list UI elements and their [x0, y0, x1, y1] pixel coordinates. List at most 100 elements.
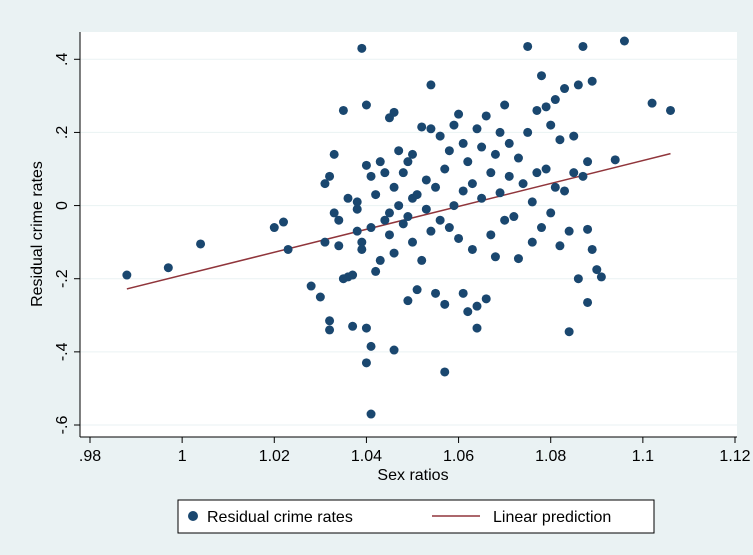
data-point: [389, 248, 399, 258]
data-point: [592, 265, 602, 275]
data-point: [196, 239, 206, 249]
data-point: [527, 237, 537, 247]
data-point: [472, 323, 482, 333]
y-tick-label: .4: [54, 53, 71, 66]
y-tick-label: -.2: [54, 269, 71, 288]
data-point: [435, 131, 445, 141]
data-point: [426, 80, 436, 90]
data-point: [467, 179, 477, 189]
data-point: [348, 270, 358, 280]
data-point: [394, 201, 404, 211]
data-point: [417, 122, 427, 132]
data-point: [546, 208, 556, 218]
data-point: [403, 157, 413, 167]
data-point: [325, 316, 335, 326]
data-point: [472, 124, 482, 134]
data-point: [513, 153, 523, 163]
data-point: [348, 321, 358, 331]
y-tick-label: -.6: [54, 416, 71, 435]
y-axis-title: Residual crime rates: [29, 161, 46, 307]
x-axis-title: Sex ratios: [377, 467, 448, 484]
data-point: [394, 146, 404, 156]
x-ticks: .98 1 1.02 1.04 1.06 1.08 1.1 1.12: [79, 437, 751, 465]
data-point: [509, 212, 519, 222]
data-point: [449, 201, 459, 211]
data-point: [578, 41, 588, 51]
data-point: [518, 179, 528, 189]
data-point: [431, 182, 441, 192]
data-point: [560, 84, 570, 94]
data-point: [486, 230, 496, 240]
data-point: [486, 168, 496, 178]
data-point: [578, 171, 588, 181]
data-point: [444, 146, 454, 156]
data-point: [325, 325, 335, 335]
data-point: [398, 219, 408, 229]
data-point: [375, 157, 385, 167]
data-point: [504, 138, 514, 148]
data-point: [320, 237, 330, 247]
data-point: [334, 215, 344, 225]
data-point: [504, 171, 514, 181]
x-tick-label: 1.08: [535, 448, 566, 465]
data-point: [357, 244, 367, 254]
data-point: [403, 212, 413, 222]
data-point: [380, 215, 390, 225]
data-point: [408, 237, 417, 247]
data-point: [523, 41, 533, 51]
x-tick-label: 1: [178, 448, 187, 465]
x-tick-label: 1.06: [443, 448, 474, 465]
data-point: [550, 182, 560, 192]
data-point: [338, 105, 348, 115]
data-point: [384, 208, 394, 218]
data-point: [412, 190, 422, 200]
data-point: [269, 223, 279, 233]
x-tick-label: 1.04: [351, 448, 382, 465]
data-point: [329, 208, 339, 218]
data-point: [610, 155, 620, 165]
data-point: [513, 254, 523, 264]
data-point: [343, 193, 353, 203]
data-point: [122, 270, 132, 280]
data-point: [550, 95, 560, 105]
x-tick-label: 1.12: [719, 448, 750, 465]
data-point: [352, 204, 362, 214]
data-point: [500, 100, 510, 110]
data-point: [560, 186, 570, 196]
data-point: [389, 182, 399, 192]
data-point: [523, 127, 533, 137]
data-point: [564, 327, 574, 337]
data-point: [500, 215, 510, 225]
data-point: [325, 171, 335, 181]
data-point: [352, 197, 362, 207]
data-point: [375, 255, 385, 265]
data-point: [357, 237, 367, 247]
data-point: [444, 223, 454, 233]
data-point: [163, 263, 173, 273]
grid-lines: [80, 58, 737, 426]
data-point: [537, 71, 546, 81]
data-point: [495, 127, 505, 137]
data-point: [389, 345, 399, 355]
data-point: [361, 160, 371, 170]
data-point: [569, 168, 579, 178]
data-point: [463, 157, 473, 167]
data-point: [440, 164, 450, 174]
legend-box: [177, 499, 655, 534]
data-point: [490, 252, 500, 262]
legend-marker-points: [188, 511, 198, 521]
data-point: [412, 285, 422, 295]
data-point: [431, 288, 441, 298]
data-point: [357, 43, 367, 53]
data-point: [279, 217, 288, 227]
x-tick-label: .98: [79, 448, 101, 465]
data-point: [380, 168, 390, 178]
y-tick-label: .2: [54, 126, 71, 139]
y-tick-label: 0: [54, 201, 71, 210]
data-point: [573, 274, 583, 284]
data-point: [334, 241, 344, 251]
data-point: [421, 175, 431, 185]
data-point: [435, 215, 445, 225]
data-point: [596, 272, 606, 282]
legend-label-points: Residual crime rates: [207, 509, 353, 526]
